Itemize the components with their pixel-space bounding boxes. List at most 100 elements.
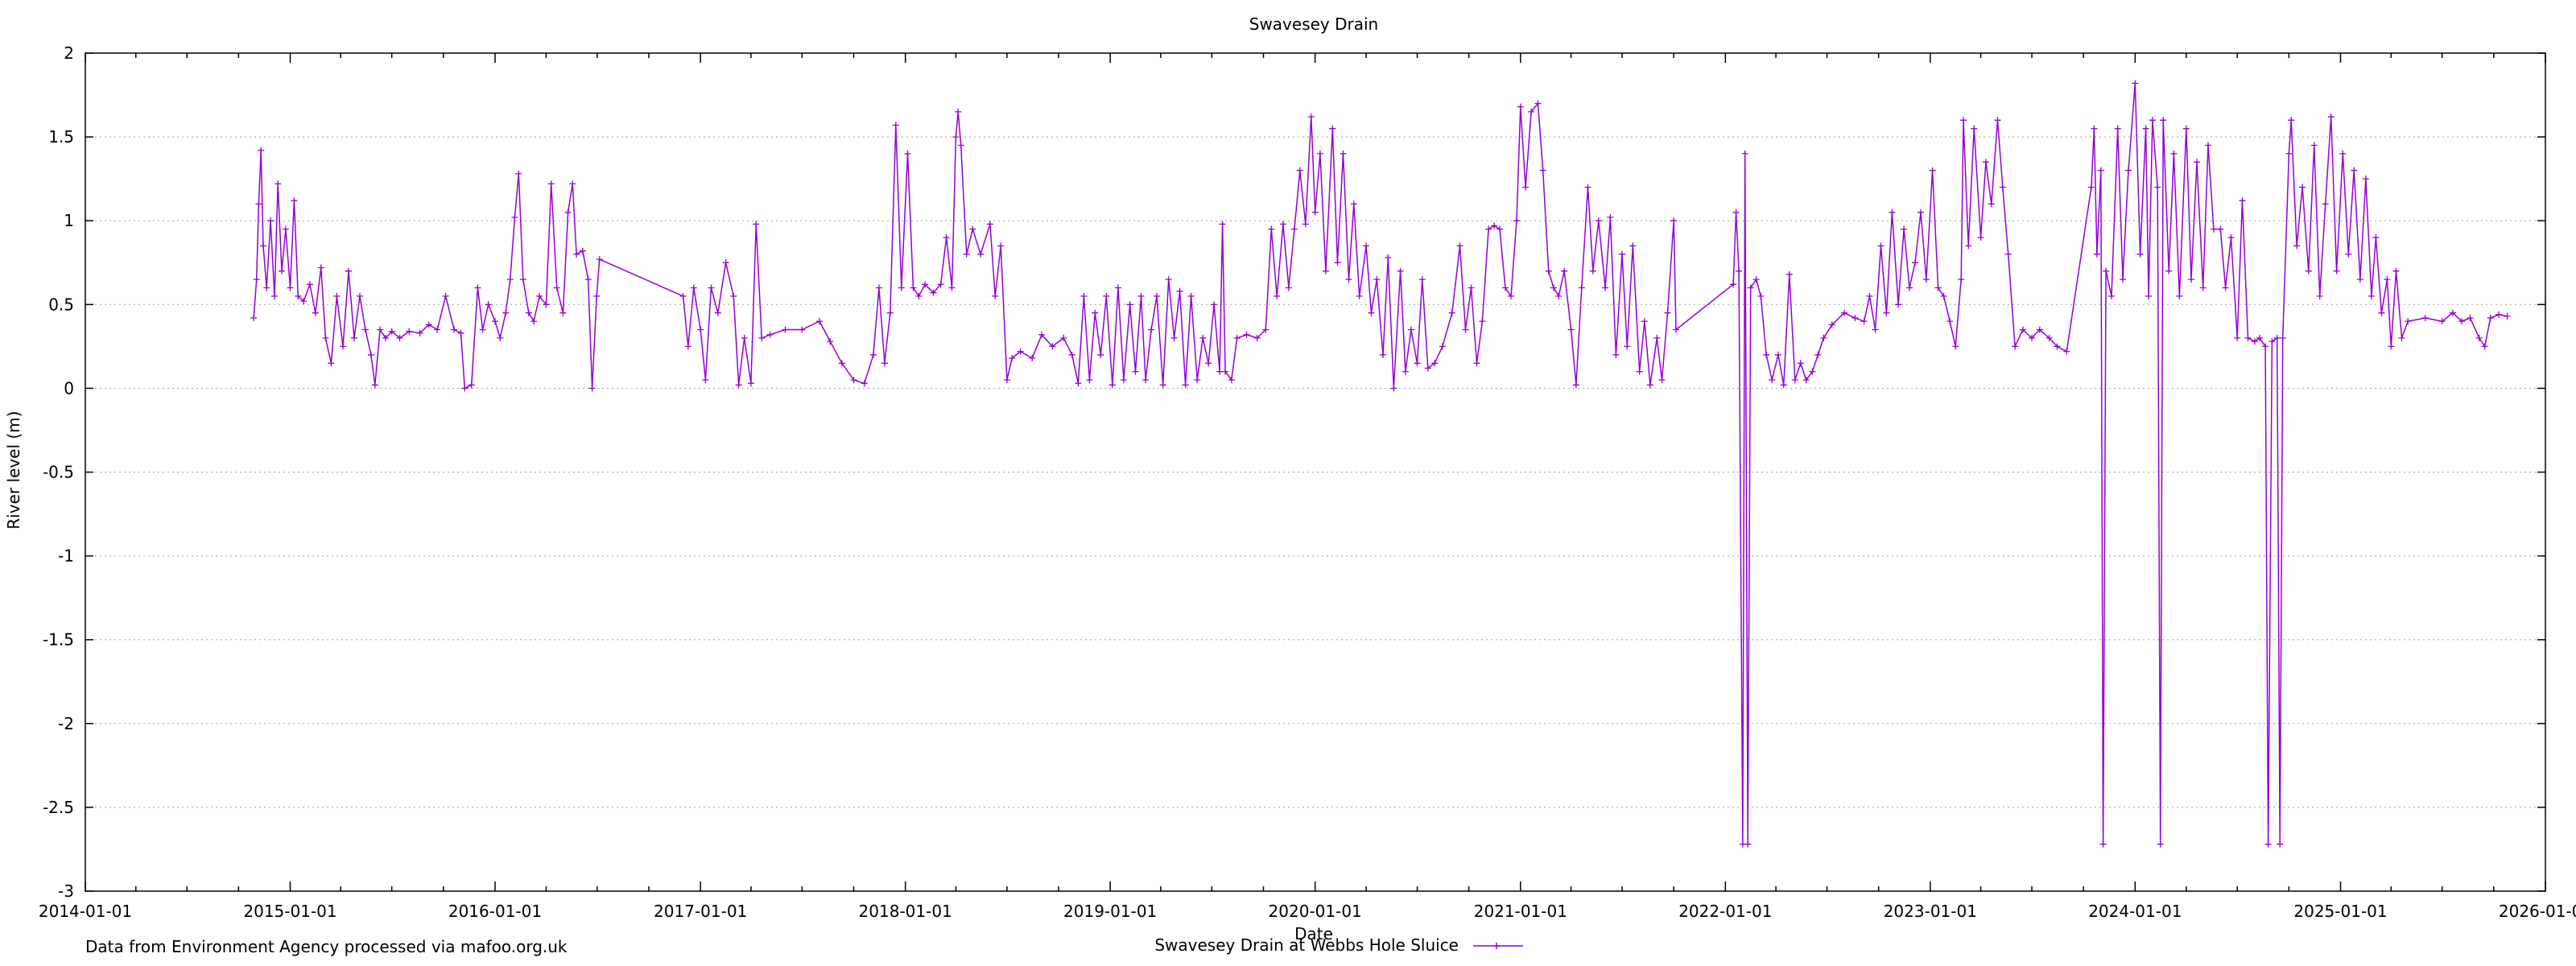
data-point — [1126, 301, 1133, 308]
data-point — [351, 334, 357, 341]
data-point — [442, 292, 449, 299]
data-point — [2046, 334, 2053, 341]
data-point — [1883, 309, 1890, 316]
data-point — [1828, 321, 1835, 328]
data-point — [708, 284, 715, 291]
data-point — [317, 264, 324, 271]
data-point — [479, 326, 486, 333]
data-point — [816, 318, 823, 325]
data-point — [1664, 309, 1671, 316]
data-point — [271, 292, 278, 299]
data-point — [275, 180, 282, 188]
data-point — [457, 329, 464, 336]
data-point — [2244, 334, 2252, 341]
data-point — [2372, 234, 2380, 241]
data-point — [1187, 292, 1195, 299]
data-point — [1999, 184, 2006, 191]
data-point — [1673, 326, 1679, 333]
data-point — [2264, 840, 2272, 848]
data-point — [1049, 343, 1056, 350]
data-point — [1268, 225, 1275, 233]
data-point — [886, 309, 894, 316]
data-point — [766, 331, 774, 338]
x-tick-label: 2017-01-01 — [654, 902, 747, 921]
data-point — [782, 326, 789, 333]
data-point — [1274, 292, 1281, 299]
data-point — [1797, 360, 1804, 367]
data-point — [1901, 225, 1908, 233]
data-point — [1448, 309, 1455, 316]
data-point — [1918, 208, 1924, 216]
data-point — [2392, 267, 2400, 275]
data-point — [1363, 242, 1370, 250]
data-point — [904, 150, 911, 157]
data-point — [2157, 840, 2164, 848]
data-point — [1895, 301, 1902, 308]
data-point — [2327, 114, 2334, 121]
data-point — [267, 217, 275, 225]
data-point — [1578, 284, 1585, 291]
data-point — [1479, 318, 1486, 325]
data-point — [1877, 242, 1885, 250]
series-line — [253, 82, 2508, 845]
data-point — [1233, 334, 1241, 341]
data-point — [2378, 309, 2385, 316]
data-point — [2149, 117, 2156, 124]
data-point — [702, 377, 709, 383]
y-tick-label: -1 — [58, 547, 74, 566]
data-point — [992, 292, 999, 299]
data-point — [1960, 117, 1967, 124]
data-point — [2362, 175, 2369, 183]
data-point — [1165, 276, 1172, 283]
data-point — [1390, 385, 1397, 392]
data-point — [515, 170, 522, 177]
data-point — [1222, 368, 1229, 375]
data-point — [1086, 377, 1093, 383]
data-point — [377, 326, 384, 333]
data-point — [937, 281, 944, 288]
data-point — [1038, 331, 1046, 338]
data-point — [2108, 292, 2115, 299]
data-point — [1311, 208, 1319, 216]
data-point — [1097, 351, 1104, 358]
data-point — [2099, 840, 2107, 848]
y-tick-label: -1.5 — [43, 630, 74, 650]
data-point — [559, 309, 567, 316]
data-point — [1534, 100, 1542, 107]
data-point — [1418, 276, 1426, 283]
x-tick-label: 2016-01-01 — [448, 902, 542, 921]
data-point — [434, 326, 441, 333]
x-tick-label: 2022-01-01 — [1678, 902, 1772, 921]
data-point — [799, 326, 806, 333]
data-point — [1340, 150, 1347, 157]
data-point — [1060, 334, 1067, 341]
data-point — [1199, 334, 1207, 341]
data-point — [547, 180, 555, 188]
data-point — [1866, 292, 1873, 299]
data-point — [382, 334, 389, 341]
data-point — [1103, 292, 1110, 299]
x-tick-label: 2023-01-01 — [1884, 902, 1977, 921]
data-point — [511, 214, 518, 221]
data-point — [258, 147, 265, 154]
data-point — [2004, 250, 2012, 258]
data-point — [492, 318, 498, 325]
data-point — [1730, 281, 1737, 288]
data-point — [827, 338, 834, 345]
data-point — [1528, 108, 1535, 115]
data-point — [1285, 284, 1292, 291]
data-point — [1589, 267, 1596, 275]
data-point — [1785, 270, 1793, 278]
data-point — [1491, 222, 1498, 229]
data-point — [2351, 167, 2358, 174]
data-point — [1809, 368, 1816, 375]
data-point — [2012, 343, 2019, 350]
data-point — [1774, 351, 1781, 358]
data-point — [1641, 318, 1648, 325]
y-tick-label: 1.5 — [48, 127, 74, 147]
data-point — [596, 256, 603, 263]
x-tick-label: 2015-01-01 — [243, 902, 336, 921]
data-point — [260, 242, 266, 250]
data-point — [485, 301, 492, 308]
